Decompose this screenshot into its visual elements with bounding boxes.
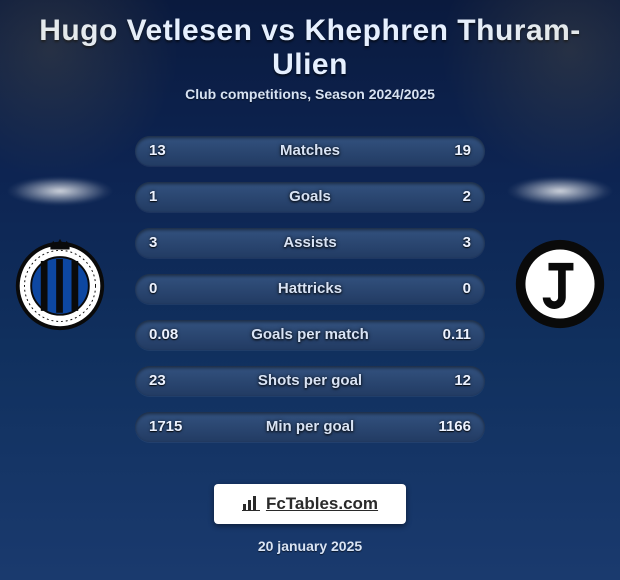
stat-label: Assists [135,228,485,258]
page-subtitle: Club competitions, Season 2024/2025 [0,86,620,102]
footer: FcTables.com 20 january 2025 [0,484,620,580]
stat-bar: 23 Shots per goal 12 [135,366,485,396]
comparison-stage: 13 Matches 19 1 Goals 2 3 Assists 3 0 Ha… [0,128,620,468]
stat-bar: 0.08 Goals per match 0.11 [135,320,485,350]
page-title: Hugo Vetlesen vs Khephren Thuram-Ulien [0,0,620,86]
stat-label: Matches [135,136,485,166]
right-club-block [500,176,620,332]
stat-right-value: 19 [440,136,485,166]
fctables-credit-link[interactable]: FcTables.com [214,484,406,524]
stat-right-value: 0.11 [429,320,485,350]
bar-chart-icon [242,495,260,511]
stat-right-value: 0 [449,274,485,304]
stat-right-value: 3 [449,228,485,258]
stat-label: Shots per goal [135,366,485,396]
juventus-badge-icon [512,236,608,332]
stat-bar: 1 Goals 2 [135,182,485,212]
stat-bar: 0 Hattricks 0 [135,274,485,304]
stat-bar: 13 Matches 19 [135,136,485,166]
stat-right-value: 12 [440,366,485,396]
stat-label: Goals [135,182,485,212]
player-silhouette-shadow [6,176,114,206]
generation-date: 20 january 2025 [0,538,620,554]
left-club-block [0,176,120,332]
stat-label: Hattricks [135,274,485,304]
stat-bar-column: 13 Matches 19 1 Goals 2 3 Assists 3 0 Ha… [135,136,485,458]
stat-bar: 3 Assists 3 [135,228,485,258]
stat-right-value: 1166 [424,412,485,442]
stat-bar: 1715 Min per goal 1166 [135,412,485,442]
club-brugge-badge-icon [12,236,108,332]
stat-right-value: 2 [449,182,485,212]
credit-text: FcTables.com [266,494,378,513]
player-silhouette-shadow [506,176,614,206]
